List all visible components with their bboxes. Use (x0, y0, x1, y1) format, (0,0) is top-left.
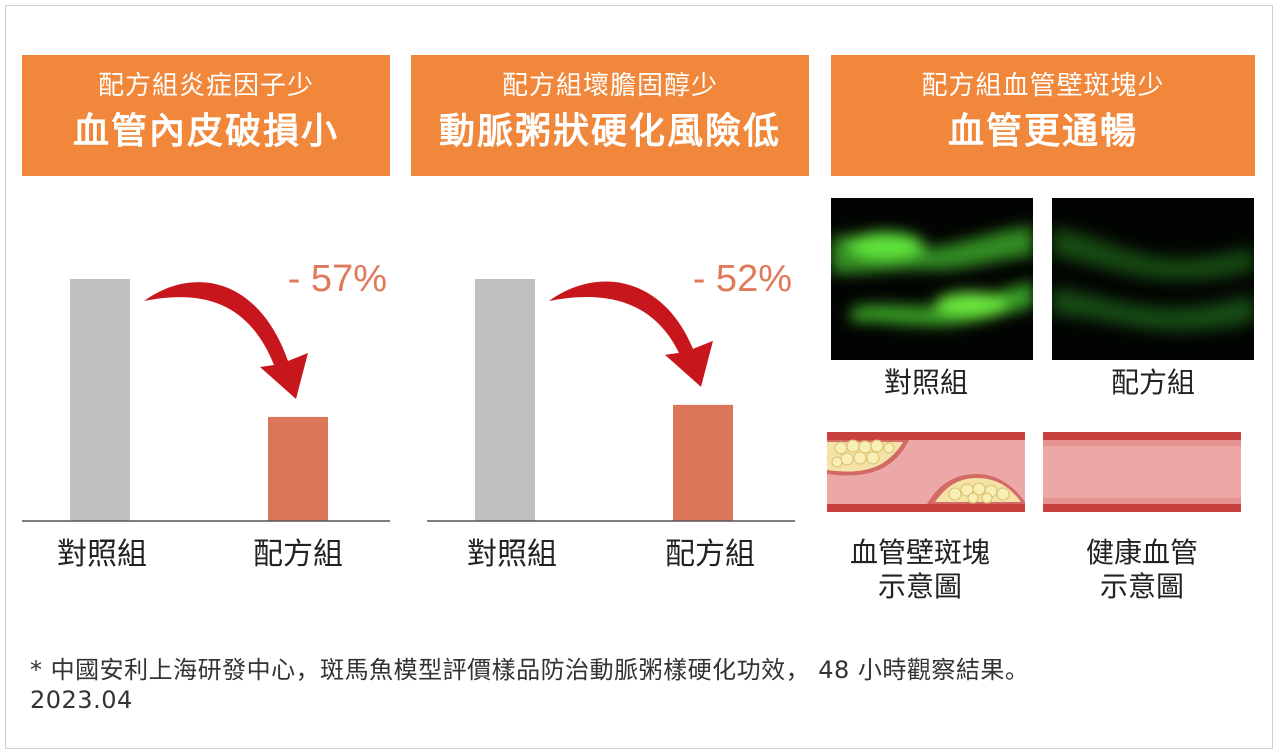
reduction-percentage-label: - 57% (288, 258, 387, 300)
diagram-label-line: 血管壁斑塊 (849, 536, 990, 569)
banner-title: 動脈粥狀硬化風險低 (438, 111, 781, 152)
micrograph-control (831, 198, 1033, 360)
banner-inflammation: 配方組炎症因子少 血管內皮破損小 (22, 55, 390, 176)
bar-control (475, 279, 535, 521)
diagram-label-plaque: 血管壁斑塊 示意圖 (815, 536, 1025, 604)
banner-subtitle: 配方組壞膽固醇少 (501, 71, 718, 101)
x-tick-label: 對照組 (467, 537, 557, 572)
reduction-percentage-label: - 52% (693, 258, 792, 300)
bar-chart-cholesterol: - 52% (427, 258, 795, 522)
micrograph-formula (1052, 198, 1254, 360)
banner-plaque: 配方組血管壁斑塊少 血管更通暢 (831, 55, 1255, 176)
reduction-arrow (549, 281, 713, 387)
banner-title: 血管內皮破損小 (72, 111, 339, 152)
x-tick-label: 對照組 (57, 537, 147, 572)
bar-chart-inflammation: - 57% (22, 258, 390, 522)
micrograph-label-formula: 配方組 (1110, 366, 1195, 399)
bar-control (70, 279, 130, 521)
bar-formula (673, 404, 733, 521)
banner-title: 血管更通暢 (947, 111, 1138, 152)
banner-subtitle: 配方組血管壁斑塊少 (921, 71, 1165, 101)
diagram-label-line: 示意圖 (1099, 570, 1184, 603)
diagram-label-line: 示意圖 (877, 570, 962, 603)
x-tick-label: 配方組 (665, 537, 755, 572)
figure-frame (5, 5, 1273, 749)
diagram-label-healthy: 健康血管 示意圖 (1037, 536, 1247, 604)
bar-formula (268, 416, 328, 521)
banner-cholesterol: 配方組壞膽固醇少 動脈粥狀硬化風險低 (411, 55, 809, 176)
footnote: * 中國安利上海研發中心，斑馬魚模型評價樣品防治動脈粥樣硬化功效， 48 小時觀… (30, 655, 1029, 715)
reduction-arrow (144, 282, 308, 399)
vessel-healthy-diagram (1043, 432, 1241, 512)
diagram-label-line: 健康血管 (1085, 536, 1198, 569)
x-tick-label: 配方組 (253, 537, 343, 572)
footnote-date: 2023.04 (30, 686, 133, 714)
micrograph-label-control: 對照組 (883, 366, 968, 399)
footnote-source: * 中國安利上海研發中心，斑馬魚模型評價樣品防治動脈粥樣硬化功效， 48 小時觀… (30, 656, 1030, 684)
vessel-plaque-diagram (827, 432, 1025, 512)
banner-subtitle: 配方組炎症因子少 (97, 71, 314, 101)
